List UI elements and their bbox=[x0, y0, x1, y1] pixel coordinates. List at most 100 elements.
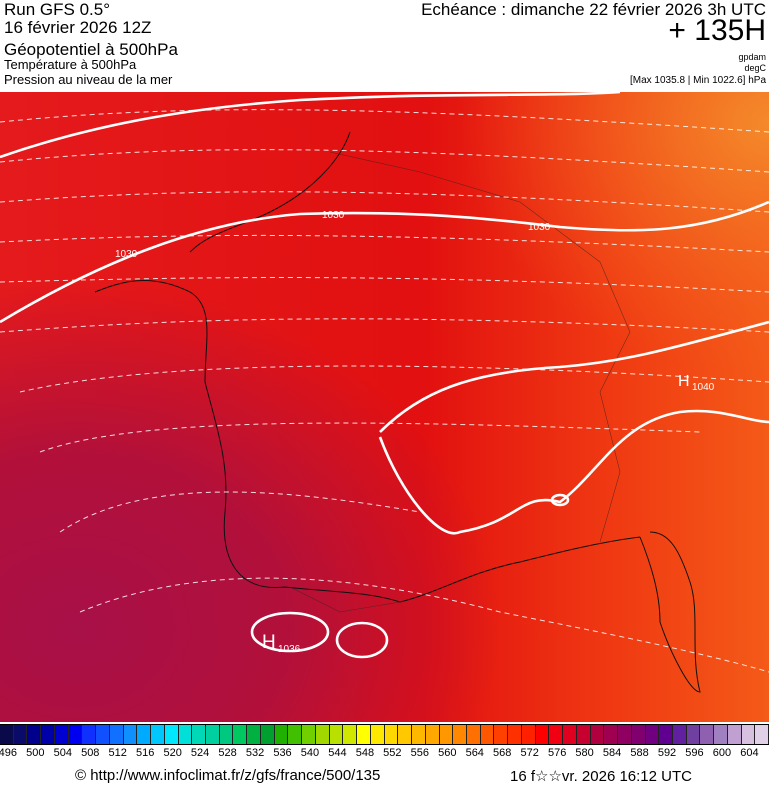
colorbar-swatch bbox=[343, 725, 358, 744]
colorbar-label: 596 bbox=[685, 747, 704, 759]
isobar-label: 1030 bbox=[322, 210, 345, 221]
colorbar-swatch bbox=[219, 725, 234, 744]
valid-time: Echéance : dimanche 22 février 2026 3h U… bbox=[421, 0, 766, 19]
colorbar-label: 524 bbox=[190, 747, 210, 759]
colorbar-swatch bbox=[727, 725, 742, 744]
colorbar-swatch bbox=[480, 725, 495, 744]
colorbar-label: 512 bbox=[108, 747, 127, 759]
colorbar-swatch bbox=[755, 725, 769, 744]
colorbar-swatch bbox=[27, 725, 42, 744]
colorbar-swatch bbox=[425, 725, 440, 744]
colorbar-swatch bbox=[82, 725, 97, 744]
colorbar-swatch bbox=[714, 725, 728, 744]
colorbar-label: 560 bbox=[438, 747, 457, 759]
source-url[interactable]: © http://www.infoclimat.fr/z/gfs/france/… bbox=[75, 767, 381, 784]
warm-area-northeast bbox=[0, 92, 769, 722]
colorbar-swatch bbox=[54, 725, 69, 744]
colorbar-label: 568 bbox=[493, 747, 512, 759]
colorbar-label: 544 bbox=[328, 747, 347, 759]
colorbar bbox=[0, 724, 769, 745]
colorbar-swatch bbox=[453, 725, 467, 744]
high-pressure-value: 1036 bbox=[278, 644, 301, 655]
colorbar-swatch bbox=[700, 725, 715, 744]
isobar-label: 1030 bbox=[115, 249, 138, 260]
colorbar-swatch bbox=[535, 725, 550, 744]
colorbar-swatch bbox=[590, 725, 605, 744]
colorbar-swatch bbox=[659, 725, 673, 744]
unit-gpdam: gpdam bbox=[738, 52, 766, 62]
colorbar-swatch bbox=[164, 725, 179, 744]
colorbar-swatch bbox=[370, 725, 385, 744]
colorbar-swatch bbox=[604, 725, 619, 744]
coastlines bbox=[94, 131, 701, 693]
colorbar-swatch bbox=[741, 725, 756, 744]
high-pressure-symbol: H bbox=[262, 632, 276, 653]
colorbar-swatch bbox=[68, 725, 83, 744]
colorbar-swatch bbox=[123, 725, 138, 744]
lead-time: + 135H bbox=[668, 14, 766, 47]
colorbar-swatch bbox=[274, 725, 289, 744]
borders bbox=[289, 151, 631, 613]
colorbar-swatch bbox=[521, 725, 536, 744]
colorbar-swatch bbox=[439, 725, 454, 744]
colorbar-swatch bbox=[645, 725, 660, 744]
colorbar-label: 516 bbox=[136, 747, 155, 759]
colorbar-swatch bbox=[41, 725, 55, 744]
colorbar-label: 508 bbox=[81, 747, 100, 759]
run-date: 16 février 2026 12Z bbox=[4, 18, 152, 37]
colorbar-swatch bbox=[206, 725, 220, 744]
colorbar-swatch bbox=[315, 725, 330, 744]
colorbar-swatch bbox=[631, 725, 646, 744]
colorbar-label: 600 bbox=[712, 747, 732, 759]
field-pressure: Pression au niveau de la mer bbox=[4, 72, 173, 87]
isobar-label: 1030 bbox=[528, 222, 551, 233]
colorbar-swatch bbox=[412, 725, 426, 744]
colorbar-label: 564 bbox=[465, 747, 484, 759]
colorbar-label: 552 bbox=[383, 747, 402, 759]
colorbar-swatch bbox=[192, 725, 207, 744]
colorbar-labels: 496 500 504 508 512 516 520 524 528 532 536 540 544 5… bbox=[0, 747, 769, 761]
colorbar-label: 556 bbox=[410, 747, 430, 759]
colorbar-swatch bbox=[288, 725, 303, 744]
generated-time: 16 f☆☆vr. 2026 16:12 UTC bbox=[510, 768, 692, 785]
unit-degc: degC bbox=[744, 63, 766, 73]
colorbar-label: 528 bbox=[218, 747, 237, 759]
pressure-range: [Max 1035.8 | Min 1022.6] hPa bbox=[629, 75, 766, 86]
high-pressure-1036-isobar bbox=[250, 611, 330, 653]
colorbar-swatch bbox=[357, 725, 371, 744]
colorbar-label: 584 bbox=[602, 747, 622, 759]
colorbar-swatch bbox=[672, 725, 687, 744]
colorbar-label: 572 bbox=[520, 747, 539, 759]
colorbar-label: 504 bbox=[53, 747, 72, 759]
colorbar-swatch bbox=[398, 725, 413, 744]
colorbar-label: 604 bbox=[740, 747, 759, 759]
colorbar-swatch bbox=[260, 725, 275, 744]
high-pressure-value: 1040 bbox=[692, 382, 715, 393]
colorbar-label: 532 bbox=[245, 747, 265, 759]
colorbar-label: 520 bbox=[163, 747, 182, 759]
colorbar-swatch bbox=[247, 725, 261, 744]
field-temperature: Température à 500hPa bbox=[4, 57, 137, 72]
colorbar-swatch bbox=[233, 725, 248, 744]
colorbar-swatch bbox=[563, 725, 577, 744]
high-pressure-symbol: H bbox=[678, 373, 690, 390]
colorbar-swatch bbox=[576, 725, 591, 744]
colorbar-label: 548 bbox=[355, 747, 375, 759]
colorbar-label: 540 bbox=[300, 747, 320, 759]
colorbar-swatch bbox=[686, 725, 701, 744]
colorbar-swatch bbox=[13, 725, 28, 744]
colorbar-swatch bbox=[151, 725, 165, 744]
run-title: Run GFS 0.5° bbox=[4, 0, 111, 19]
colorbar-label: 536 bbox=[273, 747, 292, 759]
colorbar-label: 496 bbox=[0, 747, 18, 759]
colorbar-label: 592 bbox=[657, 747, 677, 759]
colorbar-swatch bbox=[0, 725, 14, 744]
colorbar-label: 576 bbox=[547, 747, 567, 759]
colorbar-swatch bbox=[384, 725, 399, 744]
colorbar-swatch bbox=[494, 725, 509, 744]
colorbar-swatch bbox=[618, 725, 632, 744]
colorbar-swatch bbox=[178, 725, 193, 744]
colorbar-swatch bbox=[96, 725, 110, 744]
colorbar-label: 500 bbox=[26, 747, 45, 759]
field-geopotential: Géopotentiel à 500hPa bbox=[4, 40, 178, 59]
